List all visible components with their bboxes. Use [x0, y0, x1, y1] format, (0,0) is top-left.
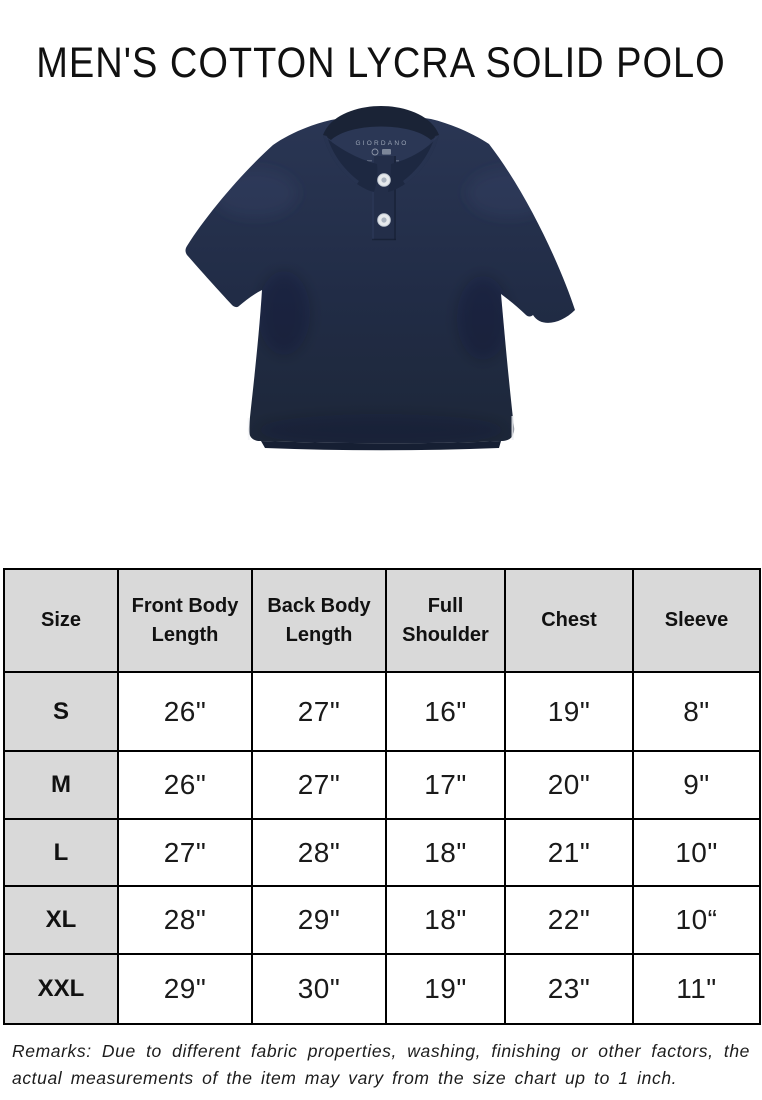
buttons	[377, 173, 391, 227]
measurement-cell: 16"	[385, 671, 506, 752]
measurement-cell: 20"	[504, 750, 634, 820]
size-row-s: S 26" 27" 16" 19" 8"	[3, 671, 761, 752]
measurement-cell: 27"	[251, 750, 387, 820]
measurement-cell: 8"	[632, 671, 761, 752]
measurement-cell: 21"	[504, 818, 634, 887]
measurement-cell: 17"	[385, 750, 506, 820]
label-size-mark	[382, 149, 391, 155]
size-label: S	[3, 671, 119, 752]
size-row-l: L 27" 28" 18" 21" 10"	[3, 818, 761, 887]
measurement-cell: 19"	[504, 671, 634, 752]
size-row-xxl: XXL 29" 30" 19" 23" 11"	[3, 953, 761, 1025]
measurement-cell: 10“	[632, 885, 761, 955]
measurement-cell: 28"	[117, 885, 253, 955]
size-row-m: M 26" 27" 17" 20" 9"	[3, 750, 761, 820]
product-photo: GIORDANO	[181, 98, 581, 548]
measurement-cell: 9"	[632, 750, 761, 820]
column-header-sleeve: Sleeve	[632, 568, 761, 673]
measurement-cell: 26"	[117, 750, 253, 820]
column-header-size: Size	[3, 568, 119, 673]
measurement-cell: 23"	[504, 953, 634, 1025]
header-row: Size Front Body Length Back Body Length …	[3, 568, 761, 673]
collar-band	[323, 106, 439, 140]
size-chart-table: Size Front Body Length Back Body Length …	[3, 568, 761, 1025]
size-row-xl: XL 28" 29" 18" 22" 10“	[3, 885, 761, 955]
hem-fold	[261, 441, 501, 451]
label-logo-circle	[371, 148, 379, 156]
measurement-cell: 26"	[117, 671, 253, 752]
measurement-cell: 10"	[632, 818, 761, 887]
collar-flaps	[323, 135, 439, 192]
measurement-cell: 27"	[117, 818, 253, 887]
right-side-slit	[511, 416, 514, 440]
measurement-cell: 18"	[385, 818, 506, 887]
page-title: MEN'S COTTON LYCRA SOLID POLO	[36, 40, 726, 88]
size-label: L	[3, 818, 119, 887]
measurement-cell: 27"	[251, 671, 387, 752]
polo-shirt-image: GIORDANO	[185, 106, 575, 451]
measurement-cell: 18"	[385, 885, 506, 955]
left-side-slit	[247, 418, 250, 440]
brand-label: GIORDANO	[356, 140, 409, 147]
size-label: M	[3, 750, 119, 820]
column-header-chest: Chest	[504, 568, 634, 673]
measurement-cell: 28"	[251, 818, 387, 887]
column-header-back-body-length: Back Body Length	[251, 568, 387, 673]
measurement-cell: 11"	[632, 953, 761, 1025]
measurement-cell: 29"	[117, 953, 253, 1025]
column-header-full-shoulder: Full Shoulder	[385, 568, 506, 673]
measurement-cell: 19"	[385, 953, 506, 1025]
size-label: XL	[3, 885, 119, 955]
measurement-cell: 30"	[251, 953, 387, 1025]
measurement-cell: 22"	[504, 885, 634, 955]
measurement-cell: 29"	[251, 885, 387, 955]
size-label: XXL	[3, 953, 119, 1025]
remarks-text: Remarks: Due to different fabric propert…	[12, 1041, 750, 1089]
fabric-shading	[213, 169, 551, 444]
column-header-front-body-length: Front Body Length	[117, 568, 253, 673]
